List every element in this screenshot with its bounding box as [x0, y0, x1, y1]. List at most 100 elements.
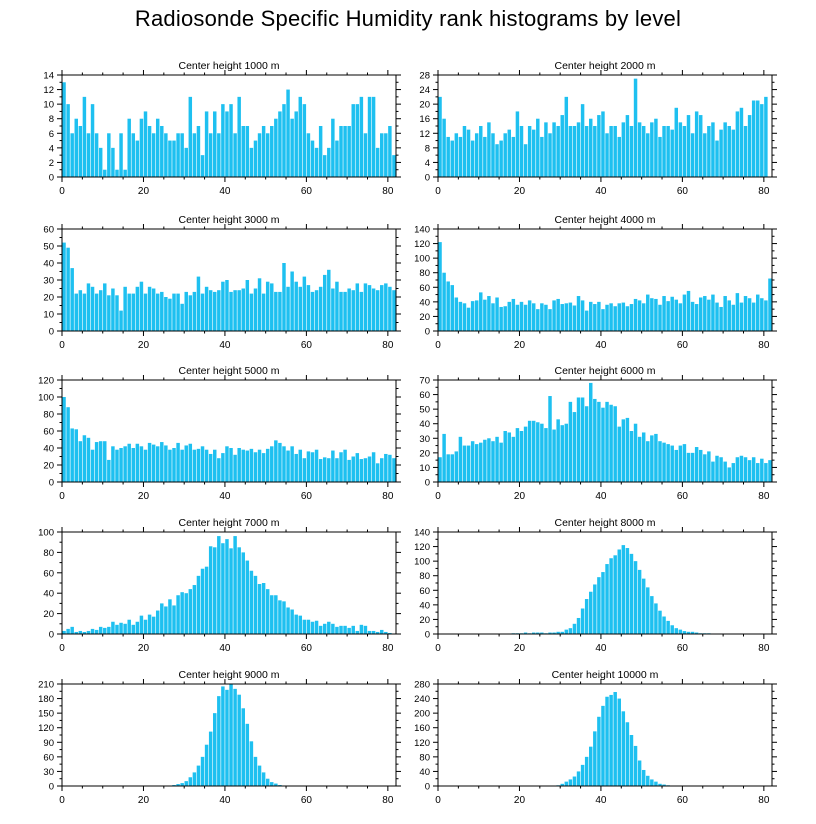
histogram-bar	[666, 620, 670, 634]
x-tick-label: 0	[435, 186, 441, 197]
histogram-bar	[180, 592, 184, 634]
histogram-bar	[560, 425, 564, 482]
histogram-bar	[731, 129, 736, 177]
x-tick-label: 0	[435, 340, 441, 351]
x-tick-label: 40	[219, 795, 231, 806]
histogram-bar	[662, 126, 666, 177]
y-tick-label: 60	[43, 427, 54, 438]
histogram-bar	[180, 133, 184, 177]
histogram-bar	[135, 286, 140, 331]
panel-title: Center height 6000 m	[555, 365, 656, 377]
histogram-bar	[282, 601, 286, 634]
y-tick-label: 4	[49, 143, 54, 154]
histogram-bar	[318, 459, 323, 482]
x-tick-label: 20	[138, 186, 150, 197]
histogram-bar	[674, 449, 679, 482]
histogram-bar	[707, 299, 711, 331]
histogram-bar	[298, 286, 303, 331]
histogram-bar	[584, 126, 589, 177]
histogram-bar	[560, 304, 564, 331]
histogram-bar	[147, 126, 152, 177]
histogram-bar	[278, 111, 282, 177]
histogram-bar	[74, 118, 78, 177]
y-tick-label: 4	[425, 158, 430, 169]
histogram-bar	[347, 288, 351, 331]
histogram-bar	[172, 140, 176, 177]
histogram-bar	[367, 456, 372, 482]
histogram-bar	[237, 448, 241, 482]
histogram-bar	[70, 268, 74, 331]
histogram-bar	[438, 242, 442, 331]
histogram-bar	[286, 286, 290, 331]
histogram-bar	[327, 458, 331, 482]
histogram-bar	[491, 441, 495, 482]
histogram-bar	[151, 616, 156, 634]
histogram-bar	[694, 111, 699, 177]
x-tick-label: 80	[382, 186, 394, 197]
plot-frame	[437, 683, 773, 787]
histogram-bar	[760, 458, 764, 482]
histogram-bar	[82, 96, 87, 177]
histogram-bar	[274, 783, 278, 786]
x-tick-label: 0	[435, 491, 441, 502]
histogram-bar	[196, 575, 201, 634]
histogram-bar	[371, 288, 376, 331]
histogram-bar	[682, 444, 687, 482]
histogram-bar	[629, 304, 634, 331]
histogram-bar	[568, 126, 573, 177]
histogram-bar	[491, 303, 495, 331]
histogram-bar	[221, 104, 225, 177]
histogram-bar	[572, 623, 577, 634]
histogram-bar	[519, 301, 524, 331]
histogram-bar	[454, 451, 459, 482]
histogram-bar	[597, 301, 601, 331]
histogram-bar	[200, 446, 205, 482]
x-tick-label: 80	[382, 340, 394, 351]
histogram-bar	[180, 303, 184, 331]
histogram-bar	[548, 133, 552, 177]
histogram-bar	[593, 304, 597, 331]
histogram-bar	[90, 628, 95, 634]
histogram-bar	[609, 558, 613, 634]
x-tick-label: 20	[138, 491, 150, 502]
histogram-bar	[229, 104, 233, 177]
histogram-bar	[584, 406, 589, 482]
x-tick-label: 60	[301, 491, 313, 502]
histogram-bar	[601, 407, 605, 482]
histogram-bar	[466, 307, 471, 331]
histogram-bar	[253, 452, 258, 482]
histogram-bar	[347, 627, 351, 634]
histogram-bar	[70, 626, 74, 634]
histogram-bar	[625, 722, 630, 786]
x-tick-label: 20	[138, 795, 150, 806]
histogram-bar	[682, 294, 687, 331]
histogram-bar	[164, 606, 168, 634]
histogram-bar	[331, 450, 335, 482]
histogram-bar	[560, 115, 564, 177]
histogram-bar	[115, 449, 119, 482]
histogram-bar	[172, 293, 176, 331]
histogram-bar	[339, 126, 343, 177]
histogram-bar	[654, 298, 658, 331]
histogram-bar	[756, 294, 760, 331]
y-tick-label: 30	[43, 276, 54, 287]
histogram-bar	[572, 412, 577, 482]
histogram-bar	[184, 445, 188, 482]
histogram-bar	[633, 561, 638, 634]
histogram-bar	[646, 294, 650, 331]
histogram-bar	[176, 595, 180, 634]
histogram-bar	[576, 617, 581, 634]
histogram-bar	[589, 382, 593, 482]
histogram-bar	[355, 630, 360, 634]
histogram-bar	[503, 133, 507, 177]
histogram-bar	[646, 133, 650, 177]
y-tick-label: 2	[49, 158, 54, 169]
histogram-bar	[747, 115, 752, 177]
histogram-bar	[322, 274, 327, 331]
histogram-bar	[662, 784, 666, 786]
histogram-panel-10: Center height 10000 m 0 20 40 60 80 0 40 80 120 16…	[414, 669, 777, 806]
histogram-bar	[155, 293, 160, 331]
histogram-bar	[237, 96, 241, 177]
y-tick-label: 280	[414, 680, 430, 691]
histogram-bar	[613, 692, 617, 786]
